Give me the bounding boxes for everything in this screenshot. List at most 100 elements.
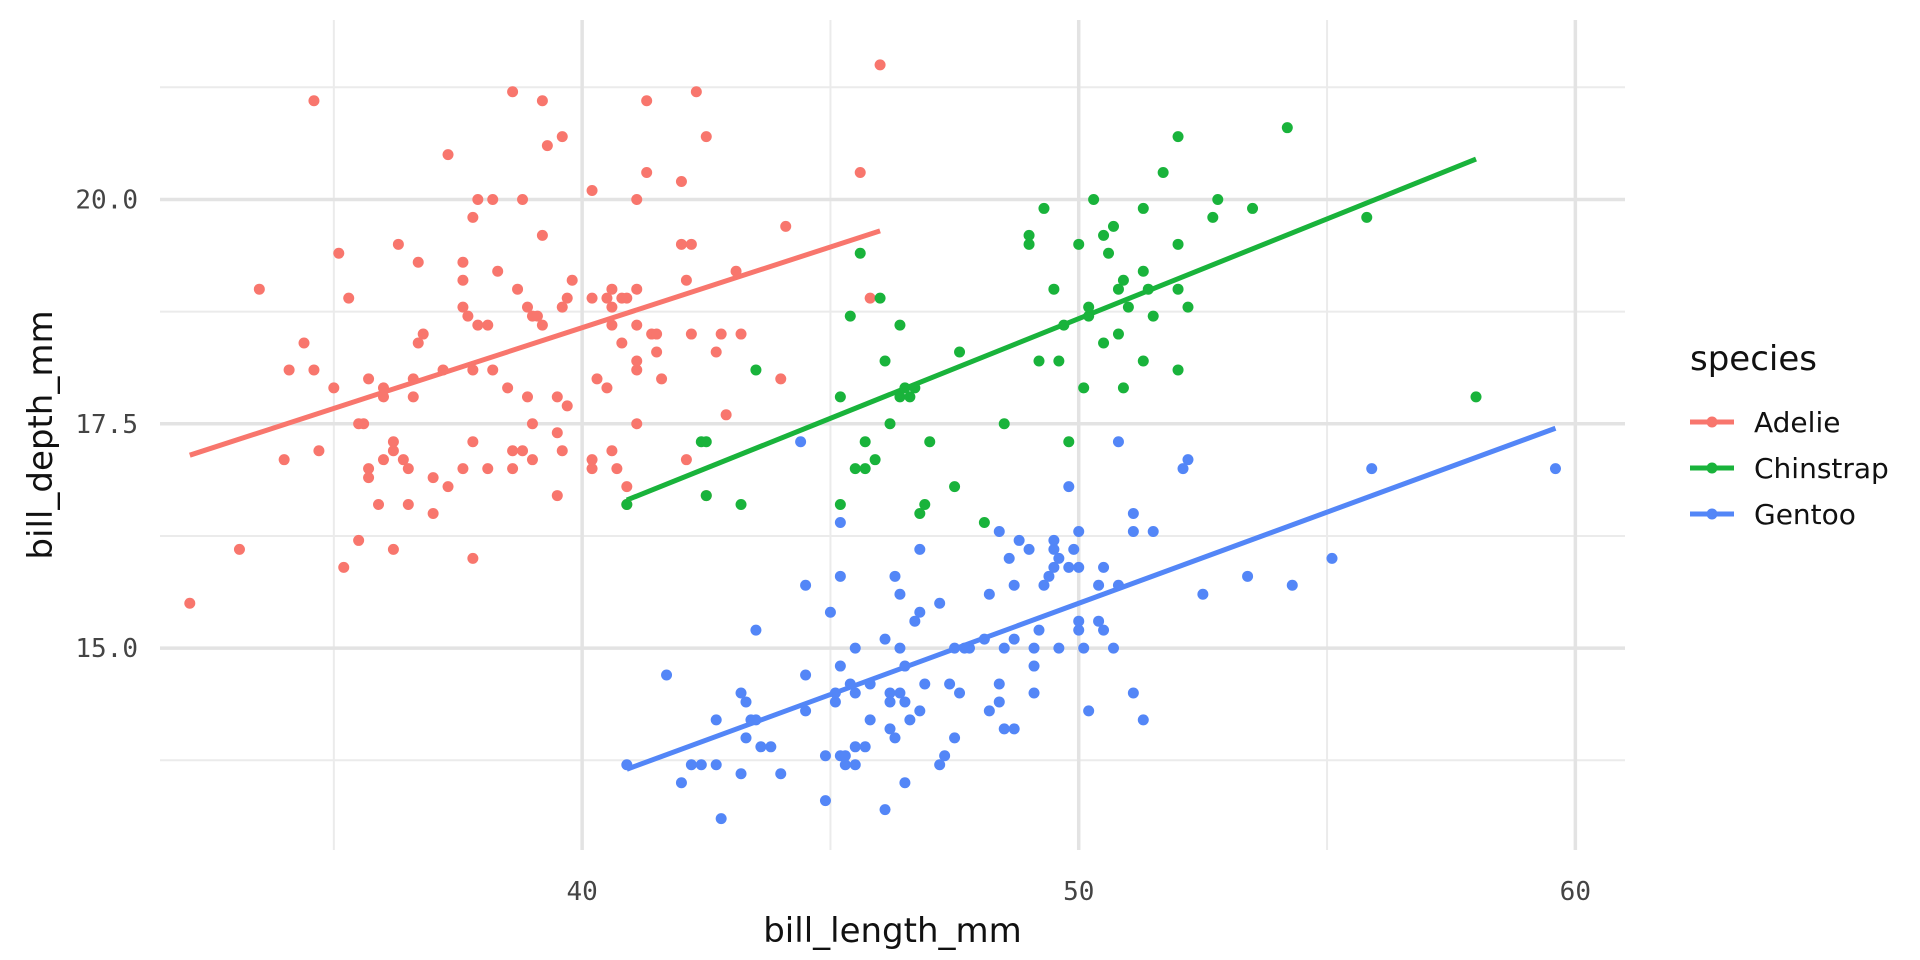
data-point-chinstrap <box>1023 229 1035 241</box>
data-point-gentoo <box>894 588 906 600</box>
data-point-gentoo <box>829 687 841 699</box>
data-point-adelie <box>457 256 469 268</box>
data-point-adelie <box>472 193 484 205</box>
regression-lines <box>189 156 1557 772</box>
data-point-gentoo <box>795 436 807 448</box>
data-point-gentoo <box>939 750 951 762</box>
data-point-gentoo <box>879 804 891 816</box>
data-point-chinstrap <box>978 516 990 528</box>
data-point-gentoo <box>904 714 916 726</box>
data-point-gentoo <box>1366 463 1378 475</box>
data-point-adelie <box>457 274 469 286</box>
data-point-chinstrap <box>1247 202 1259 214</box>
data-point-chinstrap <box>621 499 633 511</box>
data-point-chinstrap <box>1107 220 1119 232</box>
data-point-chinstrap <box>1137 202 1149 214</box>
fit-line-chinstrap <box>625 156 1477 503</box>
data-point-gentoo <box>1177 463 1189 475</box>
data-point-adelie <box>517 193 529 205</box>
data-point-gentoo <box>819 795 831 807</box>
data-point-adelie <box>462 310 474 322</box>
data-point-chinstrap <box>998 418 1010 430</box>
data-point-adelie <box>363 373 375 385</box>
data-point-chinstrap <box>750 364 762 376</box>
data-point-gentoo <box>1093 615 1105 627</box>
data-point-chinstrap <box>954 346 966 358</box>
data-point-adelie <box>308 95 320 107</box>
data-point-chinstrap <box>1098 337 1110 349</box>
data-point-adelie <box>566 274 578 286</box>
data-point-chinstrap <box>1137 265 1149 277</box>
data-point-gentoo <box>695 759 707 771</box>
data-point-chinstrap <box>1122 301 1134 313</box>
data-point-adelie <box>631 364 643 376</box>
data-point-gentoo <box>889 570 901 582</box>
data-point-adelie <box>720 409 732 421</box>
data-point-gentoo <box>963 642 975 654</box>
data-point-gentoo <box>1107 642 1119 654</box>
data-point-gentoo <box>1073 525 1085 537</box>
data-point-adelie <box>616 337 628 349</box>
data-point-adelie <box>363 472 375 484</box>
data-point-adelie <box>507 86 519 98</box>
data-point-gentoo <box>849 741 861 753</box>
data-point-gentoo <box>675 777 687 789</box>
data-point-adelie <box>487 364 499 376</box>
data-point-adelie <box>298 337 310 349</box>
legend-items: Adelie Chinstrap Gentoo <box>1690 406 1889 531</box>
data-point-adelie <box>591 373 603 385</box>
data-point-gentoo <box>993 525 1005 537</box>
data-point-chinstrap <box>1083 310 1095 322</box>
data-point-chinstrap <box>735 499 747 511</box>
data-point-adelie <box>377 382 389 394</box>
data-point-adelie <box>710 346 722 358</box>
data-point-adelie <box>651 346 663 358</box>
data-point-adelie <box>631 319 643 331</box>
data-point-adelie <box>690 86 702 98</box>
data-point-gentoo <box>849 759 861 771</box>
data-point-gentoo <box>978 633 990 645</box>
data-point-gentoo <box>1033 624 1045 636</box>
data-point-gentoo <box>1137 714 1149 726</box>
data-point-adelie <box>338 561 350 573</box>
data-point-gentoo <box>849 687 861 699</box>
data-point-gentoo <box>1048 543 1060 555</box>
data-point-chinstrap <box>869 454 881 466</box>
data-point-gentoo <box>859 741 871 753</box>
data-point-chinstrap <box>844 310 856 322</box>
data-point-gentoo <box>834 516 846 528</box>
data-point-chinstrap <box>1172 131 1184 143</box>
data-point-adelie <box>551 391 563 403</box>
data-point-adelie <box>253 283 265 295</box>
data-point-chinstrap <box>899 382 911 394</box>
data-point-gentoo <box>914 705 926 717</box>
data-point-gentoo <box>1286 579 1298 591</box>
data-point-adelie <box>586 454 598 466</box>
data-point-gentoo <box>1023 543 1035 555</box>
legend-key-point <box>1706 508 1718 520</box>
data-point-adelie <box>606 301 618 313</box>
data-point-adelie <box>601 292 613 304</box>
data-point-gentoo <box>1242 570 1254 582</box>
data-point-adelie <box>561 400 573 412</box>
data-point-chinstrap <box>834 499 846 511</box>
data-point-adelie <box>526 454 538 466</box>
y-tick-label: 15.0 <box>75 634 138 664</box>
data-point-chinstrap <box>1172 283 1184 295</box>
data-point-chinstrap <box>1103 247 1115 259</box>
data-point-gentoo <box>1008 633 1020 645</box>
data-point-adelie <box>482 463 494 475</box>
data-point-chinstrap <box>849 463 861 475</box>
data-point-chinstrap <box>1137 355 1149 367</box>
data-point-chinstrap <box>700 436 712 448</box>
y-axis-ticks: 15.0 17.5 20.0 <box>75 185 138 664</box>
data-point-adelie <box>874 59 886 71</box>
data-point-gentoo <box>1053 552 1065 564</box>
data-point-adelie <box>621 481 633 493</box>
data-point-adelie <box>656 373 668 385</box>
data-point-chinstrap <box>854 247 866 259</box>
data-point-gentoo <box>834 660 846 672</box>
data-point-adelie <box>507 463 519 475</box>
data-point-adelie <box>333 247 345 259</box>
data-point-chinstrap <box>909 382 921 394</box>
